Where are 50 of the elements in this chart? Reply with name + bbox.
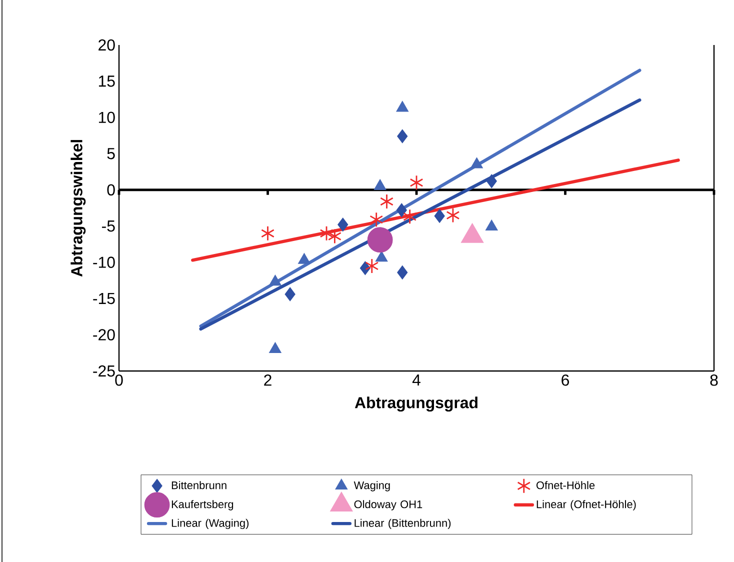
point	[410, 174, 424, 190]
point	[367, 227, 393, 253]
point	[470, 158, 483, 168]
legend-label: Linear (Ofnet-Höhle)	[536, 500, 636, 510]
point	[486, 174, 497, 188]
legend-label: Kaufertsberg	[172, 500, 234, 510]
x-tick-label: 8	[710, 374, 718, 386]
legend-label: Ofnet-Höhle	[536, 481, 595, 490]
x-tick-label: 6	[562, 374, 569, 386]
point	[338, 218, 348, 232]
point	[260, 226, 275, 242]
point	[269, 275, 282, 286]
point	[269, 342, 282, 353]
legend-label: Oldoway OH1	[354, 500, 422, 510]
point	[328, 228, 342, 244]
x-tick-label: 0	[115, 374, 123, 386]
y-tick-label: 15	[98, 76, 115, 87]
point	[397, 266, 408, 280]
point	[446, 208, 460, 223]
point	[403, 208, 417, 224]
y-tick-label: 10	[98, 112, 115, 124]
y-tick-label: -20	[93, 329, 115, 340]
legend-label: Linear (Waging)	[172, 518, 249, 530]
point	[284, 287, 296, 301]
point	[370, 212, 384, 228]
y-tick-label: 0	[107, 184, 115, 196]
y-tick-label: -25	[93, 365, 115, 377]
y-tick-label: -5	[102, 220, 115, 232]
legend-label: Bittenbrunn	[172, 481, 226, 490]
point	[365, 258, 379, 274]
x-tick-label: 2	[264, 374, 272, 386]
point	[396, 101, 408, 112]
point	[396, 203, 407, 217]
point	[486, 220, 498, 231]
y-tick-label: -10	[93, 256, 115, 268]
y-tick-label: -15	[93, 292, 115, 304]
point	[374, 180, 386, 190]
point	[298, 253, 310, 264]
y-tick-label: 5	[107, 148, 115, 160]
legend-label: Linear (Bittenbrunn)	[354, 518, 451, 530]
x-tick-label: 4	[412, 374, 420, 386]
point	[320, 226, 334, 242]
point	[376, 251, 388, 262]
y-tick-label: 20	[98, 39, 115, 51]
point	[397, 130, 408, 143]
legend-label: Waging	[354, 481, 390, 492]
point	[380, 194, 394, 210]
y-axis-title: Abtragungswinkel	[70, 140, 86, 277]
point	[434, 209, 445, 223]
x-axis-title: Abtragungsgrad	[354, 396, 478, 412]
